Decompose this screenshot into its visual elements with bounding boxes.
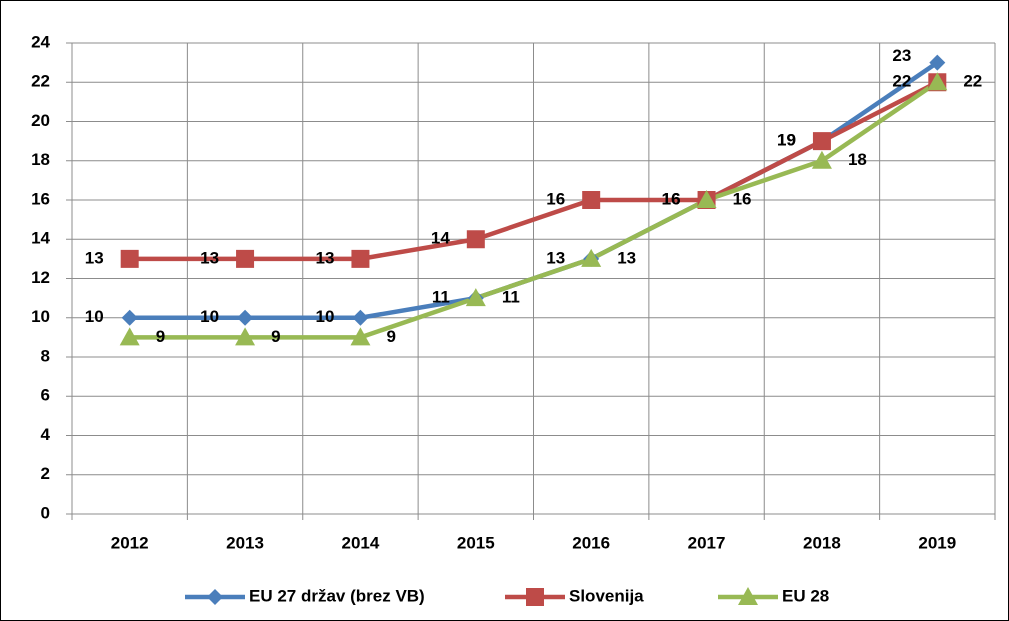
y-tick-label: 4 bbox=[41, 425, 51, 444]
y-tick-label: 2 bbox=[41, 464, 50, 483]
marker bbox=[811, 150, 832, 169]
x-tick-label: 2019 bbox=[918, 533, 956, 552]
x-tick-label: 2013 bbox=[226, 533, 264, 552]
data-label: 13 bbox=[85, 248, 104, 267]
data-label: 13 bbox=[200, 248, 219, 267]
y-tick-label: 16 bbox=[31, 189, 50, 208]
data-label: 13 bbox=[316, 248, 335, 267]
data-label: 23 bbox=[892, 46, 911, 65]
marker bbox=[581, 248, 602, 267]
data-label: 14 bbox=[431, 229, 450, 248]
x-tick-label: 2012 bbox=[111, 533, 149, 552]
data-label: 13 bbox=[617, 248, 636, 267]
marker bbox=[352, 309, 369, 326]
series-line bbox=[129, 80, 939, 340]
data-label: 16 bbox=[546, 189, 565, 208]
marker bbox=[351, 249, 370, 268]
legend-label: EU 27 držav (brez VB) bbox=[249, 586, 425, 605]
legend-label: EU 28 bbox=[782, 586, 829, 605]
marker bbox=[121, 309, 138, 326]
y-tick-label: 6 bbox=[41, 386, 50, 405]
y-tick-label: 12 bbox=[31, 268, 50, 287]
data-label: 9 bbox=[271, 327, 280, 346]
y-tick-label: 10 bbox=[31, 307, 50, 326]
x-tick-label: 2015 bbox=[457, 533, 495, 552]
data-label: 19 bbox=[777, 131, 796, 150]
marker bbox=[582, 191, 601, 209]
marker bbox=[812, 132, 831, 151]
y-tick-label: 14 bbox=[31, 229, 50, 248]
data-label: 9 bbox=[386, 327, 395, 346]
marker bbox=[237, 309, 254, 326]
x-tick-label: 2014 bbox=[342, 533, 380, 552]
data-label: 10 bbox=[85, 307, 104, 326]
data-label: 16 bbox=[662, 189, 681, 208]
y-tick-label: 0 bbox=[41, 503, 50, 522]
marker bbox=[350, 327, 371, 346]
marker bbox=[526, 588, 544, 606]
data-label: 19 bbox=[777, 131, 796, 150]
series-line bbox=[129, 80, 939, 262]
data-label: 10 bbox=[200, 307, 219, 326]
data-label: 22 bbox=[892, 72, 911, 91]
x-tick-label: 2018 bbox=[803, 533, 841, 552]
data-label: 11 bbox=[502, 288, 520, 307]
y-tick-label: 24 bbox=[31, 32, 50, 51]
data-label: 16 bbox=[733, 189, 752, 208]
marker bbox=[207, 589, 223, 605]
marker bbox=[929, 54, 946, 71]
marker bbox=[696, 190, 717, 208]
data-label: 16 bbox=[662, 189, 681, 208]
marker bbox=[738, 587, 758, 605]
data-label: 10 bbox=[316, 307, 335, 326]
legend-label: Slovenija bbox=[569, 586, 644, 605]
data-label: 18 bbox=[848, 150, 867, 169]
y-tick-label: 18 bbox=[31, 150, 50, 169]
marker bbox=[466, 230, 485, 249]
data-label: 9 bbox=[156, 327, 165, 346]
y-tick-label: 22 bbox=[31, 72, 50, 91]
x-tick-label: 2016 bbox=[572, 533, 610, 552]
marker bbox=[927, 72, 948, 91]
marker bbox=[119, 327, 140, 346]
data-label: 22 bbox=[963, 72, 982, 91]
x-tick-label: 2017 bbox=[688, 533, 726, 552]
marker bbox=[465, 288, 486, 307]
marker bbox=[236, 249, 255, 268]
data-label: 11 bbox=[432, 288, 450, 307]
marker bbox=[120, 249, 139, 268]
marker bbox=[235, 327, 256, 346]
y-tick-label: 20 bbox=[31, 111, 50, 130]
data-label: 13 bbox=[546, 248, 565, 267]
y-tick-label: 8 bbox=[41, 346, 50, 365]
